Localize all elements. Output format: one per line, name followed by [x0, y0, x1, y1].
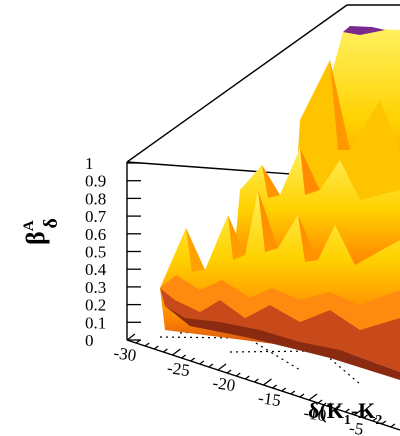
x-minor-tick-mark [153, 345, 159, 350]
z-tick-label: 0.5 [85, 243, 106, 262]
z-tick-label: 0.6 [85, 225, 106, 244]
z-tick-label: 0.1 [85, 313, 106, 332]
x-minor-tick-mark [235, 372, 241, 377]
x-tick-mark [172, 348, 181, 356]
x-axis-title-sub2: 2 [375, 413, 382, 428]
x-minor-tick-mark [135, 339, 141, 344]
x-tick-mark [354, 408, 363, 416]
z-tick-label: 0.9 [85, 172, 106, 191]
z-tick-label: 1 [85, 154, 94, 173]
surface-plot [160, 26, 400, 380]
surface-patch [160, 275, 400, 330]
x-axis-tick-labels: -30 -25 -20 -15 -10 -5 [112, 343, 364, 436]
x-minor-tick-mark [372, 417, 378, 422]
x-minor-tick-mark [163, 348, 168, 353]
x-minor-tick-mark [244, 375, 250, 380]
x-axis-title-sub1: 1 [344, 413, 351, 428]
x-tick-mark [308, 393, 318, 401]
x-tick-mark [126, 333, 136, 341]
x-tick-label: -20 [211, 373, 236, 395]
surface-patch [298, 215, 318, 262]
surface-patch [186, 228, 205, 272]
x-minor-tick-mark [390, 423, 396, 428]
z-tick-label: 0.7 [85, 207, 107, 226]
x-axis-title: δ(K1-K2 [308, 398, 382, 428]
surface-patch [330, 60, 350, 150]
x-axis-ticks [126, 333, 396, 428]
x-minor-tick-mark [272, 384, 277, 389]
x-minor-tick-mark [335, 405, 341, 410]
x-minor-tick-mark [363, 414, 368, 419]
x-minor-tick-mark [290, 390, 296, 395]
x-minor-tick-mark [345, 408, 350, 413]
x-tick-mark [217, 363, 227, 371]
x-minor-tick-mark [317, 399, 323, 404]
surface-patch [228, 215, 245, 260]
z-tick-label: 0.2 [85, 296, 106, 315]
surface-patch [258, 190, 278, 252]
z-axis-title: βA δ [21, 218, 62, 245]
x-axis-title-main: δ(K [308, 398, 344, 423]
z-axis-title-main: β [21, 231, 50, 245]
z-axis-ticks [127, 162, 141, 341]
x-tick-label: -5 [348, 418, 365, 436]
x-minor-tick-mark [199, 360, 205, 365]
box-top-left-edge [126, 4, 348, 163]
x-minor-tick-mark [326, 402, 332, 407]
x-axis-title-mid: -K [351, 398, 375, 423]
x-minor-tick-mark [254, 378, 259, 383]
x-minor-tick-mark [381, 420, 387, 425]
x-tick-label: -10 [302, 403, 327, 425]
x-tick-label: -25 [166, 358, 191, 380]
x-minor-tick-mark [299, 393, 305, 398]
surface-peak-cap [343, 26, 385, 35]
x-tick-label: -15 [257, 388, 282, 410]
z-tick-label: 0.8 [85, 189, 106, 208]
svg-text:βAδ: βA δ [21, 218, 62, 245]
x-minor-tick-mark [281, 387, 287, 392]
x-minor-tick-mark [181, 354, 186, 359]
z-axis-title-sup: A [21, 220, 37, 231]
surface-base-shadow [165, 306, 400, 380]
x-tick-mark [263, 378, 272, 386]
surface-base [160, 288, 400, 372]
z-tick-label: 0.3 [85, 278, 106, 297]
surface-patch [300, 148, 320, 195]
z-axis-title-sub: δ [40, 218, 62, 228]
x-minor-tick-mark [208, 363, 214, 368]
z-tick-label: 0 [85, 331, 94, 350]
floor-gridline [214, 317, 301, 371]
x-minor-tick-mark [190, 357, 196, 362]
x-tick-label: -30 [112, 343, 137, 365]
x-minor-tick-mark [144, 342, 150, 347]
surface-patch [262, 165, 280, 198]
z-tick-label: 0.4 [85, 260, 107, 279]
z-axis-tick-labels: 10.90.80.70.60.50.40.30.20.10 [85, 154, 107, 350]
x-minor-tick-mark [226, 369, 232, 374]
